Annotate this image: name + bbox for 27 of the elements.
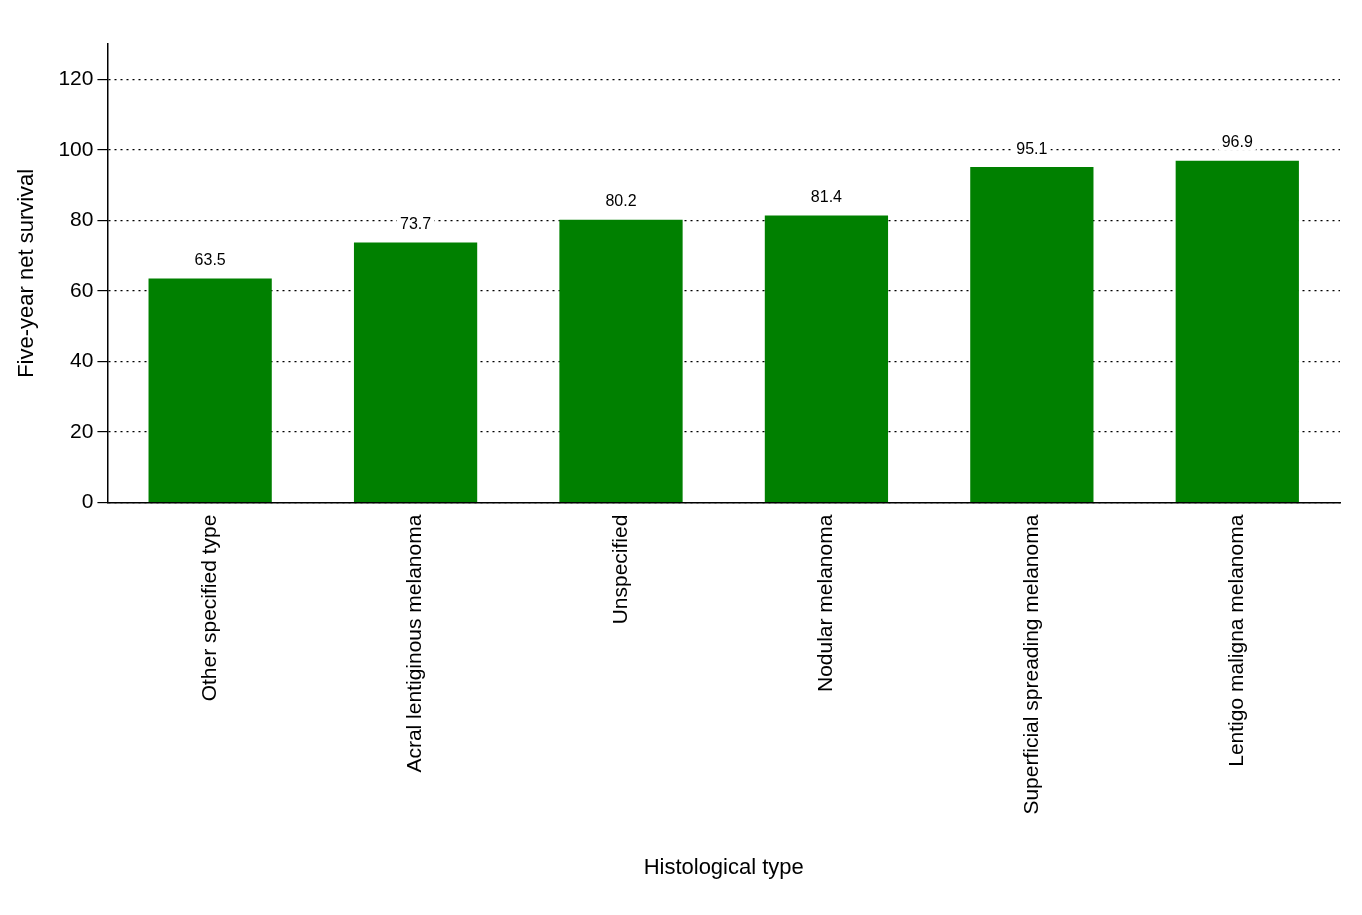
y-tick-label: 0 [81,489,94,513]
x-axis-title: Histological type [643,853,804,879]
data-label: 96.9 [1221,133,1253,151]
y-tick-label: 60 [70,277,94,301]
x-tick-label: Lentigo maligna melanoma [1224,514,1248,767]
data-label: 73.7 [400,215,432,233]
y-tick-label: 20 [70,418,94,442]
x-tick-label: Unspecified [607,514,631,625]
data-label: 63.5 [194,251,226,268]
bar [970,167,1094,502]
y-tick-label: 100 [58,136,94,160]
bar [353,242,478,502]
bar [148,278,272,502]
y-tick-label: 80 [70,207,94,231]
bar [1175,160,1299,502]
data-label: 95.1 [1016,139,1048,157]
y-tick-label: 120 [58,66,94,90]
x-tick-label: Nodular melanoma [813,514,837,693]
data-label: 81.4 [810,187,843,205]
x-tick-label: Superficial spreading melanoma [1018,514,1042,815]
x-tick-label: Acral lentiginous melanoma [402,514,426,773]
bar [764,215,889,502]
y-axis-title: Five-year net survival [13,168,39,378]
x-tick-label: Other specified type [196,514,220,702]
data-label: 80.2 [605,192,637,210]
y-tick-label: 40 [70,348,94,372]
bar [559,219,683,502]
